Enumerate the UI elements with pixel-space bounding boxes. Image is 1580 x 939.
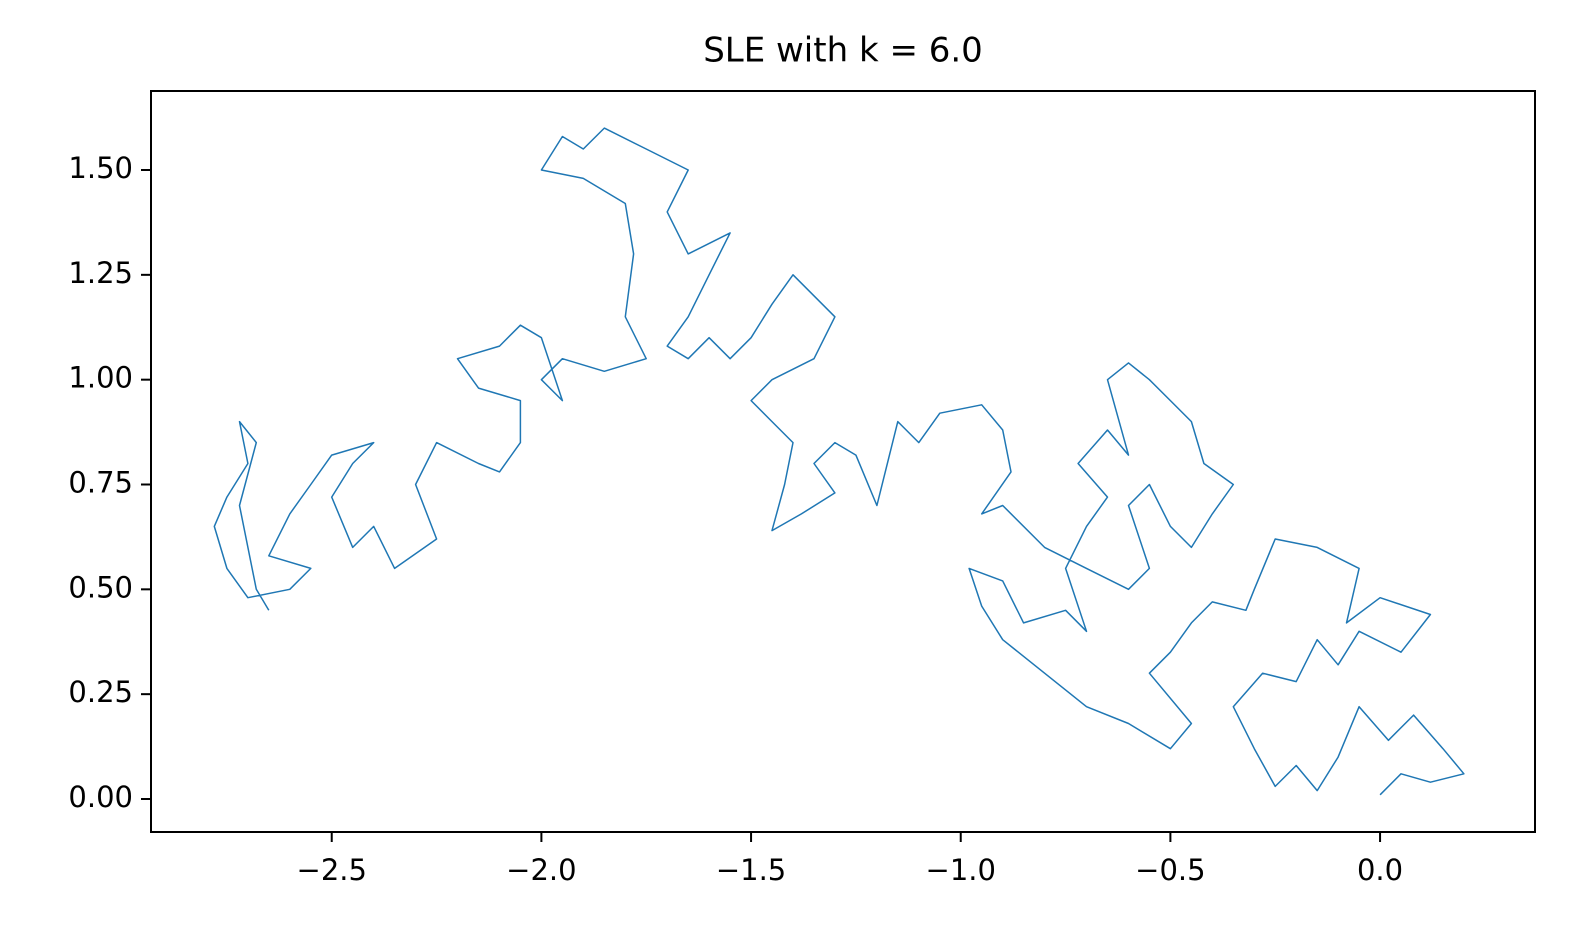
- sle-trace: [213, 127, 1465, 796]
- x-tick-label: −0.5: [1135, 853, 1205, 887]
- y-tick-label: 0.00: [68, 780, 133, 814]
- x-tick-label: 0.0: [1357, 853, 1403, 887]
- x-tick-label: −2.5: [297, 853, 367, 887]
- x-tick-label: −1.0: [926, 853, 996, 887]
- x-tick-label: −1.5: [716, 853, 786, 887]
- y-tick-label: 1.25: [68, 256, 133, 290]
- chart-title: SLE with k = 6.0: [703, 31, 983, 71]
- y-tick-label: 0.25: [68, 675, 133, 709]
- y-tick-label: 1.50: [68, 151, 133, 185]
- plot-frame: [150, 90, 1536, 833]
- y-tick-label: 0.50: [68, 570, 133, 604]
- y-tick-label: 1.00: [68, 361, 133, 395]
- x-tick-label: −2.0: [506, 853, 576, 887]
- y-tick-label: 0.75: [68, 466, 133, 500]
